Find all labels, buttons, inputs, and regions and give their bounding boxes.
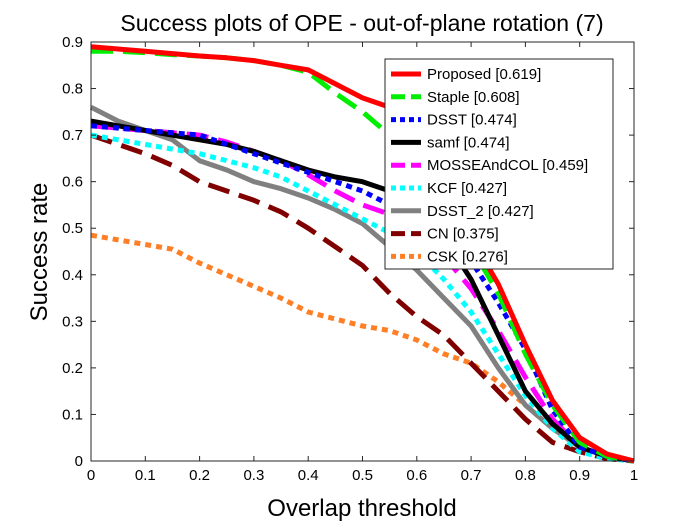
series-line-0 [90, 44, 635, 464]
legend: Proposed [0.619] Staple [0.608] DSST [0.47… [384, 58, 614, 270]
legend-box [384, 58, 614, 270]
legend-label: CN [0.375] [427, 226, 499, 243]
y-tick-label: 0.7 [62, 127, 83, 144]
x-axis-label: Overlap threshold [267, 495, 456, 522]
series-line-5 [90, 132, 635, 464]
y-tick-label: 0.2 [62, 360, 83, 377]
y-tick-label: 0.5 [62, 220, 83, 237]
series-line-4 [90, 123, 635, 464]
chart-title: Success plots of OPE - out-of-plane rota… [120, 10, 603, 36]
legend-label: DSST_2 [0.427] [427, 203, 534, 220]
legend-label: samf [0.474] [427, 134, 510, 151]
legend-label: DSST [0.474] [427, 112, 517, 129]
series-line-3 [90, 118, 635, 464]
series-line-1 [91, 48, 635, 464]
x-tick-label: 0.7 [461, 467, 482, 484]
x-axis-ticks: 0 0.1 0.2 0.3 0.4 0.5 0.6 0.7 0.8 0.9 1 [87, 42, 638, 484]
x-tick-label: 0.6 [406, 467, 427, 484]
legend-label: KCF [0.427] [427, 180, 507, 197]
plot-lines [89, 44, 635, 464]
x-tick-label: 1 [630, 467, 638, 484]
x-tick-label: 0 [87, 467, 95, 484]
legend-label: Proposed [0.619] [427, 66, 541, 83]
y-tick-label: 0.4 [62, 267, 83, 284]
y-tick-label: 0.3 [62, 313, 83, 330]
x-tick-label: 0.2 [189, 467, 210, 484]
y-axis-label: Success rate [26, 183, 53, 322]
x-tick-label: 0.8 [515, 467, 536, 484]
y-tick-label: 0 [75, 453, 83, 470]
y-tick-label: 0.6 [62, 174, 83, 191]
x-tick-label: 0.5 [352, 467, 373, 484]
legend-label: CSK [0.276] [427, 248, 508, 265]
x-tick-label: 0.4 [298, 467, 319, 484]
y-tick-label: 0.1 [62, 406, 83, 423]
x-tick-label: 0.1 [135, 467, 156, 484]
x-tick-label: 0.3 [243, 467, 264, 484]
y-axis-ticks: 0 0.1 0.2 0.3 0.4 0.5 0.6 0.7 0.8 0.9 [62, 34, 634, 470]
y-tick-label: 0.9 [62, 34, 83, 51]
legend-label: MOSSEAndCOL [0.459] [427, 157, 588, 174]
series-line-2 [90, 123, 635, 464]
y-tick-label: 0.8 [62, 81, 83, 98]
x-tick-label: 0.9 [569, 467, 590, 484]
series-line-7 [90, 132, 635, 464]
legend-label: Staple [0.608] [427, 89, 520, 106]
